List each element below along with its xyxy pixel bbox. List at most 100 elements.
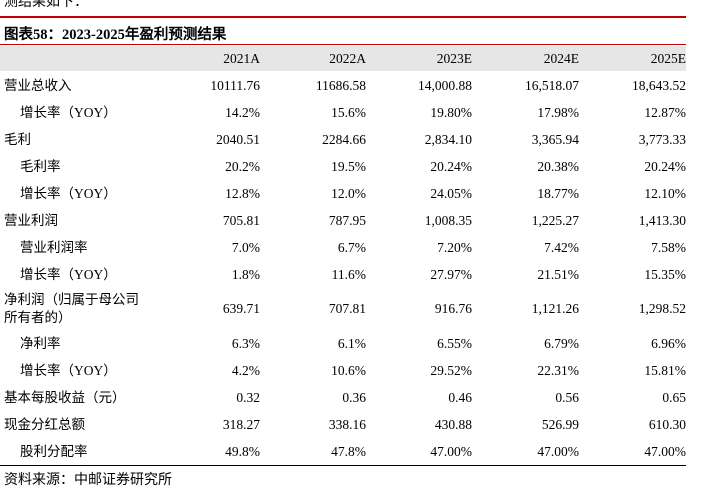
row-label-line: 净利润（归属于母公司 [4, 292, 139, 307]
row-label: 股利分配率 [20, 438, 88, 465]
row-label-line: 增长率（YOY） [20, 104, 117, 120]
row-label: 营业利润率 [20, 234, 88, 261]
cell-value: 10111.76 [210, 77, 260, 93]
cell-value: 19.5% [331, 158, 366, 174]
cell-value: 11.6% [331, 266, 366, 282]
cell-value: 12.87% [644, 104, 686, 120]
cell-value: 2,834.10 [424, 131, 472, 147]
column-header: 2025E [650, 50, 686, 66]
row-label-line: 营业总收入 [4, 77, 72, 93]
cell-value: 6.79% [544, 335, 579, 351]
cell-value: 787.95 [328, 212, 366, 228]
cell-value: 14,000.88 [418, 77, 472, 93]
cell-value: 20.24% [644, 158, 686, 174]
cell-value: 318.27 [222, 416, 260, 432]
cell-value: 0.36 [342, 389, 366, 405]
row-label-line: 营业利润率 [20, 239, 88, 255]
cell-value: 916.76 [434, 301, 472, 316]
cell-value: 6.96% [651, 335, 686, 351]
column-header: 2023E [436, 50, 472, 66]
row-label-line: 增长率（YOY） [20, 362, 117, 378]
cell-value: 20.38% [537, 158, 579, 174]
cell-value: 430.88 [434, 416, 472, 432]
row-label: 现金分红总额 [4, 411, 85, 438]
cell-value: 639.71 [222, 301, 260, 316]
cell-value: 12.10% [644, 185, 686, 201]
title-top-rule [0, 16, 686, 18]
cell-value: 47.00% [537, 443, 579, 459]
row-label-line: 所有者的） [4, 310, 72, 325]
cell-value: 1,413.30 [638, 212, 686, 228]
cell-value: 20.24% [430, 158, 472, 174]
column-header: 2021A [223, 50, 260, 66]
cell-value: 15.6% [331, 104, 366, 120]
row-label: 增长率（YOY） [20, 261, 117, 288]
row-label: 毛利 [4, 126, 31, 153]
cell-value: 0.65 [662, 389, 686, 405]
row-label-line: 增长率（YOY） [20, 185, 117, 201]
cell-value: 47.00% [644, 443, 686, 459]
row-label-line: 毛利率 [20, 158, 61, 174]
cell-value: 1,298.52 [638, 301, 686, 316]
row-label-line: 净利率 [20, 335, 61, 351]
cell-value: 705.81 [222, 212, 260, 228]
cell-value: 7.0% [231, 239, 260, 255]
row-label-line: 增长率（YOY） [20, 266, 117, 282]
column-header: 2024E [543, 50, 579, 66]
cell-value: 6.7% [337, 239, 366, 255]
row-label: 营业利润 [4, 207, 58, 234]
cell-value: 0.56 [555, 389, 579, 405]
cell-value: 12.8% [225, 185, 260, 201]
cell-value: 17.98% [537, 104, 579, 120]
cell-value: 1.8% [231, 266, 260, 282]
cell-value: 47.00% [430, 443, 472, 459]
cell-value: 29.52% [430, 362, 472, 378]
cell-value: 0.32 [236, 389, 260, 405]
cell-value: 15.81% [644, 362, 686, 378]
row-label: 净利润（归属于母公司 所有者的） [4, 288, 139, 330]
row-label: 基本每股收益（元） [4, 384, 126, 411]
cell-value: 1,225.27 [531, 212, 579, 228]
row-label: 营业总收入 [4, 72, 72, 99]
cell-value: 4.2% [231, 362, 260, 378]
row-label: 毛利率 [20, 153, 61, 180]
cell-value: 610.30 [648, 416, 686, 432]
cell-value: 15.35% [644, 266, 686, 282]
cell-value: 10.6% [331, 362, 366, 378]
cell-value: 0.46 [448, 389, 472, 405]
row-label-line: 毛利 [4, 131, 31, 147]
source: 资料来源：中邮证券研究所 [4, 473, 172, 488]
cell-value: 27.97% [430, 266, 472, 282]
cell-value: 2040.51 [216, 131, 260, 147]
cell-value: 20.2% [225, 158, 260, 174]
row-label-line: 营业利润 [4, 212, 58, 228]
cell-value: 526.99 [541, 416, 579, 432]
cell-value: 338.16 [328, 416, 366, 432]
cell-value: 707.81 [328, 301, 366, 316]
cell-value: 18,643.52 [632, 77, 686, 93]
cell-value: 1,121.26 [531, 301, 579, 316]
title-bottom-rule [0, 44, 686, 45]
row-label: 增长率（YOY） [20, 99, 117, 126]
cell-value: 47.8% [331, 443, 366, 459]
cell-value: 3,365.94 [531, 131, 579, 147]
row-label: 增长率（YOY） [20, 357, 117, 384]
cell-value: 18.77% [537, 185, 579, 201]
column-header: 2022A [329, 50, 366, 66]
intro: 测结果如下： [4, 0, 88, 10]
cell-value: 24.05% [430, 185, 472, 201]
cell-value: 7.20% [437, 239, 472, 255]
cell-value: 12.0% [331, 185, 366, 201]
row-label-line: 现金分红总额 [4, 416, 85, 432]
cell-value: 49.8% [225, 443, 260, 459]
cell-value: 7.42% [544, 239, 579, 255]
cell-value: 6.55% [437, 335, 472, 351]
cell-value: 7.58% [651, 239, 686, 255]
cell-value: 6.1% [337, 335, 366, 351]
row-label: 增长率（YOY） [20, 180, 117, 207]
row-label-line: 股利分配率 [20, 443, 88, 459]
cell-value: 21.51% [537, 266, 579, 282]
cell-value: 1,008.35 [424, 212, 472, 228]
header-band [0, 46, 686, 71]
